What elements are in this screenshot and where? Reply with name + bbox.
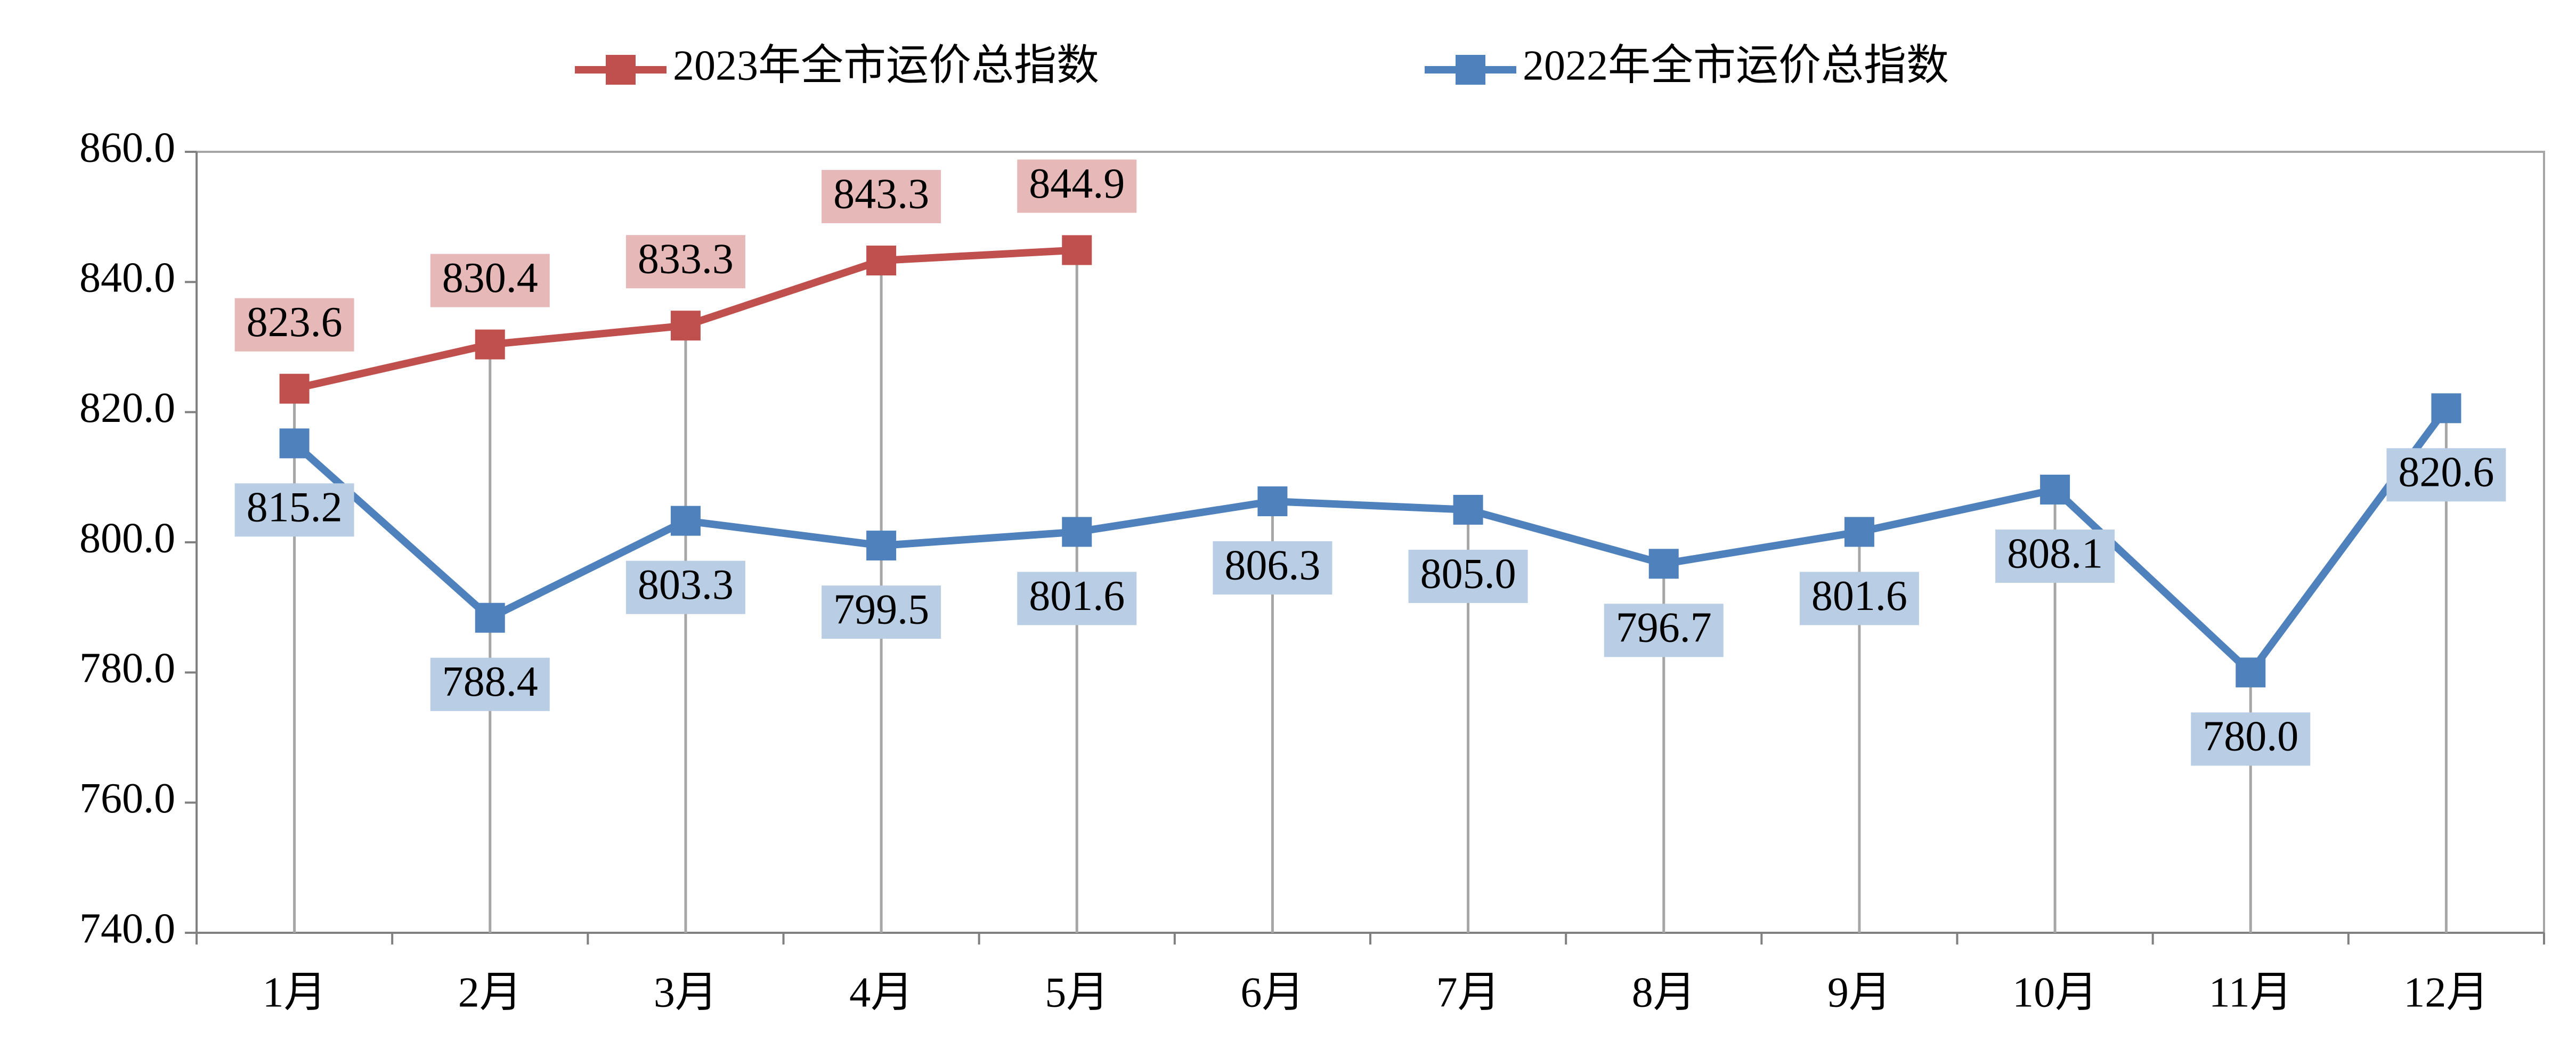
data-label: 808.1 <box>2007 530 2103 577</box>
y-tick-label: 800.0 <box>79 515 175 561</box>
marker <box>866 531 897 561</box>
data-label: 843.3 <box>833 170 929 217</box>
x-tick-label: 5月 <box>1045 969 1109 1016</box>
marker <box>1648 549 1679 579</box>
marker <box>279 373 310 404</box>
y-tick-label: 840.0 <box>79 255 175 302</box>
marker <box>1844 517 1874 547</box>
data-label-box <box>1604 604 1724 657</box>
data-label: 823.6 <box>247 299 343 346</box>
data-label: 801.6 <box>1029 573 1125 620</box>
legend-marker <box>1456 55 1485 85</box>
marker <box>475 329 505 360</box>
data-label: 815.2 <box>247 484 343 531</box>
y-tick-label: 860.0 <box>79 124 175 171</box>
data-label: 806.3 <box>1224 542 1320 589</box>
marker <box>2236 657 2266 688</box>
y-tick-label: 820.0 <box>79 385 175 432</box>
data-label-box <box>822 585 941 639</box>
x-tick-label: 11月 <box>2209 969 2293 1016</box>
data-label: 830.4 <box>442 255 538 302</box>
data-label-box <box>430 254 550 307</box>
data-label-box <box>2191 712 2311 766</box>
data-label-box <box>625 235 745 289</box>
data-label: 820.6 <box>2398 449 2494 496</box>
data-label-box <box>1408 549 1528 603</box>
marker <box>1062 517 1092 547</box>
x-tick-label: 10月 <box>2012 969 2098 1016</box>
y-tick-label: 760.0 <box>79 775 175 822</box>
data-label: 780.0 <box>2203 713 2298 760</box>
marker <box>670 311 701 341</box>
data-label: 801.6 <box>1811 573 1907 620</box>
data-label: 796.7 <box>1616 605 1712 652</box>
legend-label: 2023年全市运价总指数 <box>673 42 1099 89</box>
legend-label: 2022年全市运价总指数 <box>1523 42 1949 89</box>
x-tick-label: 1月 <box>263 969 327 1016</box>
data-label-box <box>2386 448 2506 502</box>
x-tick-label: 2月 <box>458 969 522 1016</box>
marker <box>2431 393 2461 424</box>
x-tick-label: 4月 <box>849 969 913 1016</box>
data-label: 788.4 <box>442 658 538 705</box>
data-label: 803.3 <box>638 561 734 608</box>
x-tick-label: 12月 <box>2403 969 2489 1016</box>
marker <box>1062 235 1092 265</box>
marker <box>1453 494 1483 525</box>
data-label-box <box>234 483 354 537</box>
marker <box>866 246 897 276</box>
marker <box>279 428 310 459</box>
marker <box>2040 475 2070 505</box>
data-label-box <box>1995 530 2115 583</box>
y-tick-label: 780.0 <box>79 645 175 692</box>
data-label-box <box>1017 159 1137 213</box>
data-label-box <box>625 560 745 614</box>
data-label: 805.0 <box>1420 550 1516 597</box>
data-label: 844.9 <box>1029 160 1125 207</box>
x-tick-label: 6月 <box>1240 969 1304 1016</box>
data-label: 833.3 <box>638 236 734 283</box>
data-label-box <box>234 298 354 352</box>
data-label-box <box>1017 572 1137 625</box>
x-tick-label: 9月 <box>1827 969 1891 1016</box>
data-label-box <box>822 170 941 224</box>
data-label-box <box>430 657 550 711</box>
marker <box>1257 486 1288 517</box>
x-tick-label: 8月 <box>1632 969 1696 1016</box>
x-tick-label: 7月 <box>1436 969 1500 1016</box>
y-tick-label: 740.0 <box>79 905 175 952</box>
x-tick-label: 3月 <box>654 969 718 1016</box>
data-label-box <box>1213 541 1332 595</box>
data-label: 799.5 <box>833 586 929 633</box>
data-label-box <box>1799 572 1919 625</box>
legend-marker <box>606 55 636 85</box>
marker <box>475 603 505 633</box>
marker <box>670 506 701 536</box>
series-line <box>291 406 2450 677</box>
